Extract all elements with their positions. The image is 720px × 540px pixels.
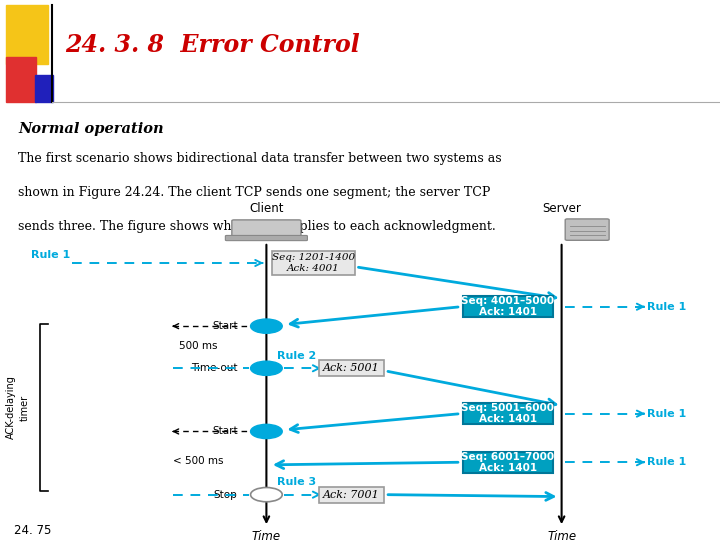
Text: Start: Start: [212, 427, 238, 436]
Text: Time: Time: [252, 530, 281, 540]
Text: sends three. The figure shows which rule applies to each acknowledgment.: sends three. The figure shows which rule…: [18, 220, 496, 233]
Text: Rule 1: Rule 1: [647, 457, 686, 467]
FancyBboxPatch shape: [225, 235, 307, 241]
Text: Seq: 5001–6000: Seq: 5001–6000: [461, 403, 554, 414]
Text: The first scenario shows bidirectional data transfer between two systems as: The first scenario shows bidirectional d…: [18, 152, 502, 165]
Text: Client: Client: [249, 202, 284, 215]
FancyBboxPatch shape: [463, 296, 553, 317]
Text: Seq: 6001–7000: Seq: 6001–7000: [461, 452, 554, 462]
Text: Time: Time: [547, 530, 576, 540]
Text: Seq: 4001–5000: Seq: 4001–5000: [461, 296, 554, 307]
Bar: [35, 75, 53, 102]
Text: Ack: 4001: Ack: 4001: [287, 264, 340, 273]
FancyBboxPatch shape: [565, 219, 609, 240]
Bar: [6, 4, 48, 64]
Text: 24. 75: 24. 75: [14, 524, 52, 537]
Text: Ack: 7001: Ack: 7001: [323, 490, 379, 500]
Circle shape: [251, 488, 282, 502]
Text: Rule 1: Rule 1: [31, 250, 71, 260]
Bar: [6, 57, 36, 102]
Text: Rule 1: Rule 1: [647, 302, 686, 312]
Text: Server: Server: [542, 202, 581, 215]
FancyBboxPatch shape: [319, 487, 384, 503]
FancyBboxPatch shape: [463, 451, 553, 473]
Text: ACK-delaying
timer: ACK-delaying timer: [6, 375, 30, 440]
Text: Ack: 1401: Ack: 1401: [479, 307, 536, 317]
FancyBboxPatch shape: [272, 251, 355, 275]
Circle shape: [251, 319, 282, 333]
FancyBboxPatch shape: [319, 360, 384, 376]
Text: shown in Figure 24.24. The client TCP sends one segment; the server TCP: shown in Figure 24.24. The client TCP se…: [18, 186, 490, 199]
Text: Start: Start: [212, 321, 238, 331]
Text: 24. 3. 8  Error Control: 24. 3. 8 Error Control: [65, 33, 359, 57]
FancyBboxPatch shape: [463, 403, 553, 424]
Circle shape: [251, 361, 282, 375]
Text: < 500 ms: < 500 ms: [173, 456, 223, 467]
Text: Normal operation: Normal operation: [18, 123, 163, 137]
Text: Seq: 1201-1400: Seq: 1201-1400: [271, 253, 355, 262]
Text: Rule 2: Rule 2: [277, 351, 317, 361]
FancyBboxPatch shape: [232, 220, 301, 240]
Text: Rule 1: Rule 1: [647, 409, 686, 419]
Text: Rule 3: Rule 3: [277, 477, 316, 487]
Text: Ack: 1401: Ack: 1401: [479, 414, 536, 424]
Text: Stop: Stop: [214, 490, 238, 500]
Text: Ack: 1401: Ack: 1401: [479, 462, 536, 472]
Text: 500 ms: 500 ms: [179, 341, 217, 350]
Text: Time-out: Time-out: [191, 363, 238, 373]
Text: Ack: 5001: Ack: 5001: [323, 363, 379, 373]
Circle shape: [251, 424, 282, 438]
